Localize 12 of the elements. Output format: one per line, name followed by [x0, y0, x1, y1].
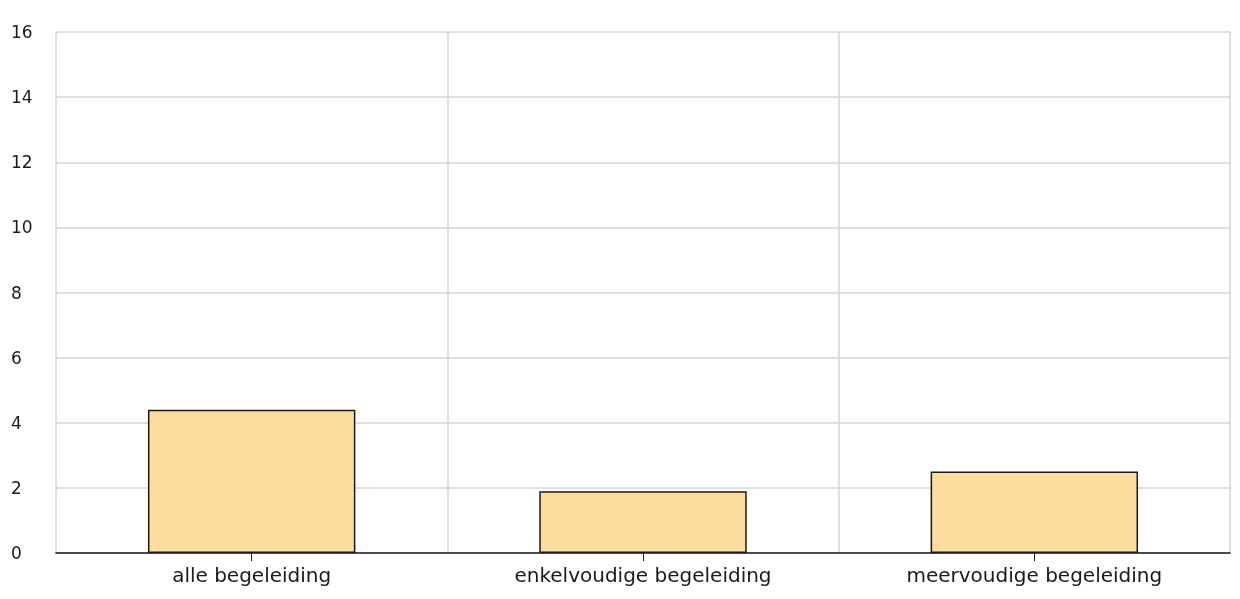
y-tick-label: 10 [11, 217, 33, 238]
y-tick-label: 14 [11, 87, 33, 108]
y-tick-label: 4 [11, 412, 22, 433]
x-tick-label: alle begeleiding [172, 563, 332, 587]
y-tick-label: 8 [11, 282, 22, 303]
y-tick-label: 6 [11, 347, 22, 368]
y-tick-label: 12 [11, 152, 33, 173]
x-tick-label: meervoudige begeleiding [906, 563, 1163, 587]
y-tick-label: 16 [11, 22, 33, 42]
x-tick-label: enkelvoudige begeleiding [514, 563, 772, 587]
y-tick-label: 2 [11, 477, 22, 498]
y-tick-label: 0 [11, 543, 22, 563]
